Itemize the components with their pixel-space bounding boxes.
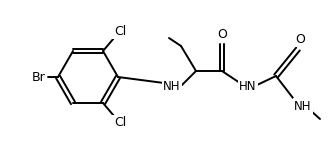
Text: NH: NH (163, 79, 181, 93)
Text: Br: Br (32, 71, 46, 83)
Text: HN: HN (239, 79, 257, 93)
Text: Cl: Cl (114, 116, 126, 130)
Text: NH: NH (294, 99, 312, 113)
Text: O: O (295, 32, 305, 45)
Text: O: O (217, 28, 227, 41)
Text: Cl: Cl (114, 24, 126, 38)
